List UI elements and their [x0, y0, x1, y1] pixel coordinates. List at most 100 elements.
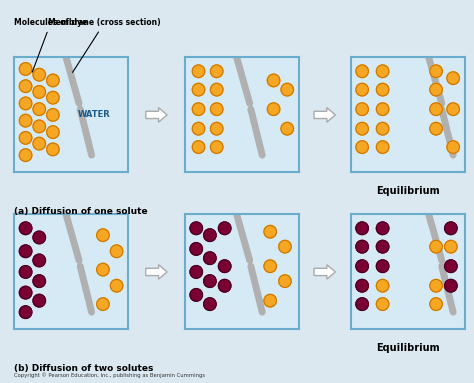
Circle shape — [447, 141, 459, 153]
Circle shape — [19, 131, 32, 144]
Circle shape — [192, 122, 205, 135]
Circle shape — [356, 103, 368, 115]
Circle shape — [279, 275, 291, 287]
Circle shape — [264, 225, 276, 238]
Circle shape — [46, 108, 59, 121]
Circle shape — [430, 241, 442, 253]
Text: Copyright © Pearson Education, Inc., publishing as Benjamin Cummings: Copyright © Pearson Education, Inc., pub… — [14, 373, 205, 378]
Circle shape — [376, 103, 389, 115]
Circle shape — [19, 222, 32, 234]
Text: Equilibrium: Equilibrium — [376, 343, 439, 353]
Circle shape — [19, 266, 32, 278]
Circle shape — [356, 222, 368, 234]
Circle shape — [279, 241, 291, 253]
Circle shape — [19, 306, 32, 319]
Circle shape — [430, 298, 442, 310]
Circle shape — [210, 103, 223, 115]
Circle shape — [46, 74, 59, 87]
Text: Equilibrium: Equilibrium — [376, 186, 439, 196]
Circle shape — [376, 141, 389, 153]
Circle shape — [281, 83, 293, 96]
Circle shape — [19, 80, 32, 92]
Circle shape — [33, 137, 46, 150]
Circle shape — [210, 65, 223, 77]
Circle shape — [19, 149, 32, 162]
Circle shape — [356, 298, 368, 310]
Circle shape — [445, 222, 457, 234]
Circle shape — [219, 222, 231, 234]
Circle shape — [376, 222, 389, 234]
Circle shape — [356, 141, 368, 153]
Circle shape — [46, 143, 59, 155]
Text: WATER: WATER — [77, 110, 110, 119]
Circle shape — [97, 298, 109, 310]
Circle shape — [192, 83, 205, 96]
Circle shape — [46, 126, 59, 138]
Circle shape — [210, 122, 223, 135]
Circle shape — [33, 120, 46, 133]
FancyArrow shape — [314, 265, 336, 279]
Circle shape — [97, 229, 109, 241]
Circle shape — [356, 241, 368, 253]
Circle shape — [204, 229, 216, 241]
Circle shape — [445, 260, 457, 273]
Circle shape — [430, 65, 442, 77]
Circle shape — [210, 83, 223, 96]
Circle shape — [204, 298, 216, 310]
Text: (a) Diffusion of one solute: (a) Diffusion of one solute — [14, 207, 148, 216]
Circle shape — [376, 298, 389, 310]
Circle shape — [430, 83, 442, 96]
Circle shape — [219, 280, 231, 292]
Circle shape — [356, 65, 368, 77]
Circle shape — [204, 275, 216, 287]
Circle shape — [356, 83, 368, 96]
Circle shape — [430, 280, 442, 292]
Circle shape — [33, 68, 46, 81]
Circle shape — [447, 72, 459, 85]
Circle shape — [219, 260, 231, 273]
Circle shape — [110, 280, 123, 292]
Circle shape — [430, 122, 442, 135]
Circle shape — [19, 114, 32, 127]
Circle shape — [190, 222, 202, 234]
Circle shape — [97, 264, 109, 276]
Circle shape — [376, 122, 389, 135]
FancyArrow shape — [146, 265, 167, 279]
Text: (b) Diffusion of two solutes: (b) Diffusion of two solutes — [14, 364, 154, 373]
Circle shape — [190, 243, 202, 255]
Circle shape — [264, 260, 276, 273]
Circle shape — [19, 62, 32, 75]
Circle shape — [19, 286, 32, 299]
Circle shape — [356, 280, 368, 292]
FancyArrow shape — [146, 108, 167, 122]
Circle shape — [267, 103, 280, 115]
Circle shape — [33, 86, 46, 98]
Circle shape — [33, 275, 46, 287]
Text: Molecules of dye: Molecules of dye — [14, 18, 88, 72]
Circle shape — [33, 254, 46, 267]
Circle shape — [192, 65, 205, 77]
Text: Membrane (cross section): Membrane (cross section) — [48, 18, 161, 72]
Circle shape — [356, 122, 368, 135]
Circle shape — [445, 241, 457, 253]
Circle shape — [33, 294, 46, 307]
Circle shape — [33, 231, 46, 244]
Circle shape — [204, 252, 216, 264]
Circle shape — [19, 245, 32, 257]
FancyArrow shape — [314, 108, 336, 122]
Circle shape — [264, 294, 276, 307]
Circle shape — [376, 65, 389, 77]
Circle shape — [46, 91, 59, 104]
Circle shape — [281, 122, 293, 135]
Circle shape — [210, 141, 223, 153]
Circle shape — [192, 103, 205, 115]
Circle shape — [376, 260, 389, 273]
Circle shape — [356, 260, 368, 273]
Circle shape — [110, 245, 123, 257]
Circle shape — [190, 289, 202, 301]
Circle shape — [267, 74, 280, 87]
Circle shape — [445, 280, 457, 292]
Circle shape — [376, 83, 389, 96]
Circle shape — [376, 280, 389, 292]
Circle shape — [19, 97, 32, 110]
